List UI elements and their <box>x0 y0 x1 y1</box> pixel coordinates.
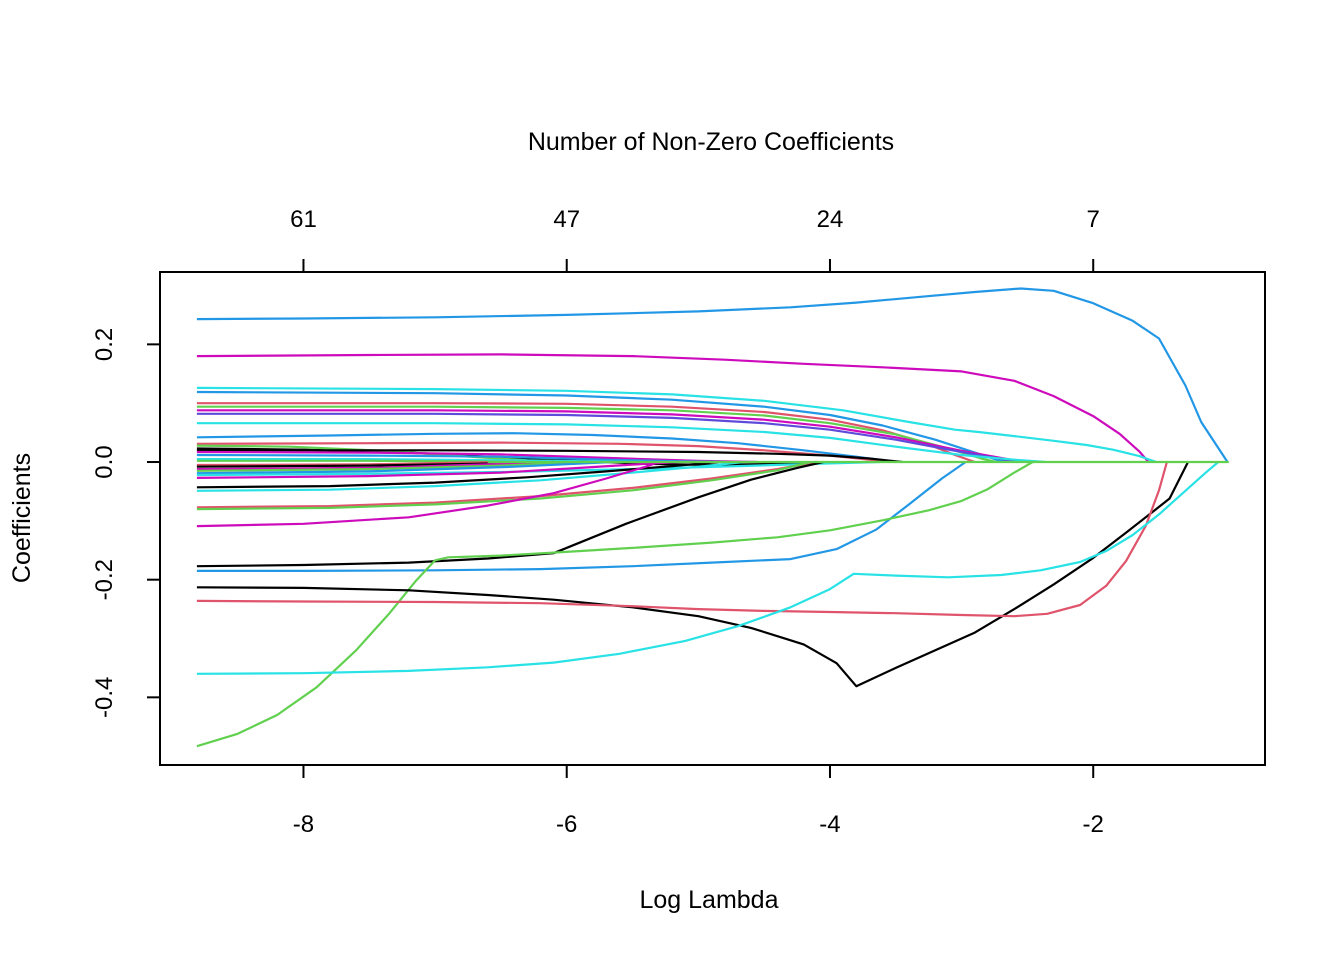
plot-area-border <box>159 271 1266 766</box>
series-red-low-a <box>196 460 817 509</box>
series-red-low-b <box>196 461 1168 618</box>
series-green-band-c <box>196 460 587 472</box>
top-tick-label-3: 7 <box>1087 206 1100 233</box>
series-green-low-a <box>196 460 811 511</box>
y-tick-label-0: 0.2 <box>91 328 118 361</box>
series-cyan-kink <box>196 386 1157 464</box>
series-magenta-band-b <box>196 460 567 471</box>
series-layer <box>196 287 1229 748</box>
series-magenta-low <box>196 460 660 528</box>
series-cyan-low-a <box>196 460 745 492</box>
series-magenta-band-c <box>196 460 679 479</box>
x-tick-label-3: -2 <box>1083 811 1104 838</box>
series-black-band-b <box>196 449 903 464</box>
x-tick-label-0: -8 <box>293 811 314 838</box>
y-tick-label-2: -0.2 <box>91 559 118 600</box>
series-black-rise <box>196 460 824 568</box>
series-cyan-mid <box>196 422 1046 464</box>
series-blue-low <box>196 461 967 572</box>
top-tick-label-1: 47 <box>553 206 580 233</box>
series-blue-top <box>196 287 1229 463</box>
y-axis-title: Coefficients <box>8 453 36 583</box>
y-tick-label-3: -0.4 <box>91 677 118 718</box>
series-cyan-low-b <box>196 461 1220 675</box>
x-tick-label-2: -4 <box>819 811 840 838</box>
ticks-layer: 61 47 24 7 -8 -6 -4 -2 0.2 0.0 -0.2 -0.4 <box>91 206 1104 838</box>
series-black-low-a <box>196 460 719 489</box>
top-tick-label-0: 61 <box>290 206 317 233</box>
top-tick-label-2: 24 <box>817 206 844 233</box>
series-blue-bump <box>196 432 896 464</box>
series-black-dip <box>196 461 1189 688</box>
series-magenta-top <box>196 353 1150 463</box>
top-axis-title: Number of Non-Zero Coefficients <box>528 128 894 156</box>
x-tick-label-1: -6 <box>556 811 577 838</box>
x-axis-title: Log Lambda <box>639 886 778 914</box>
series-green-hockey <box>196 461 1034 748</box>
y-tick-label-1: 0.0 <box>91 445 118 478</box>
series-blue-band-b <box>196 460 613 475</box>
